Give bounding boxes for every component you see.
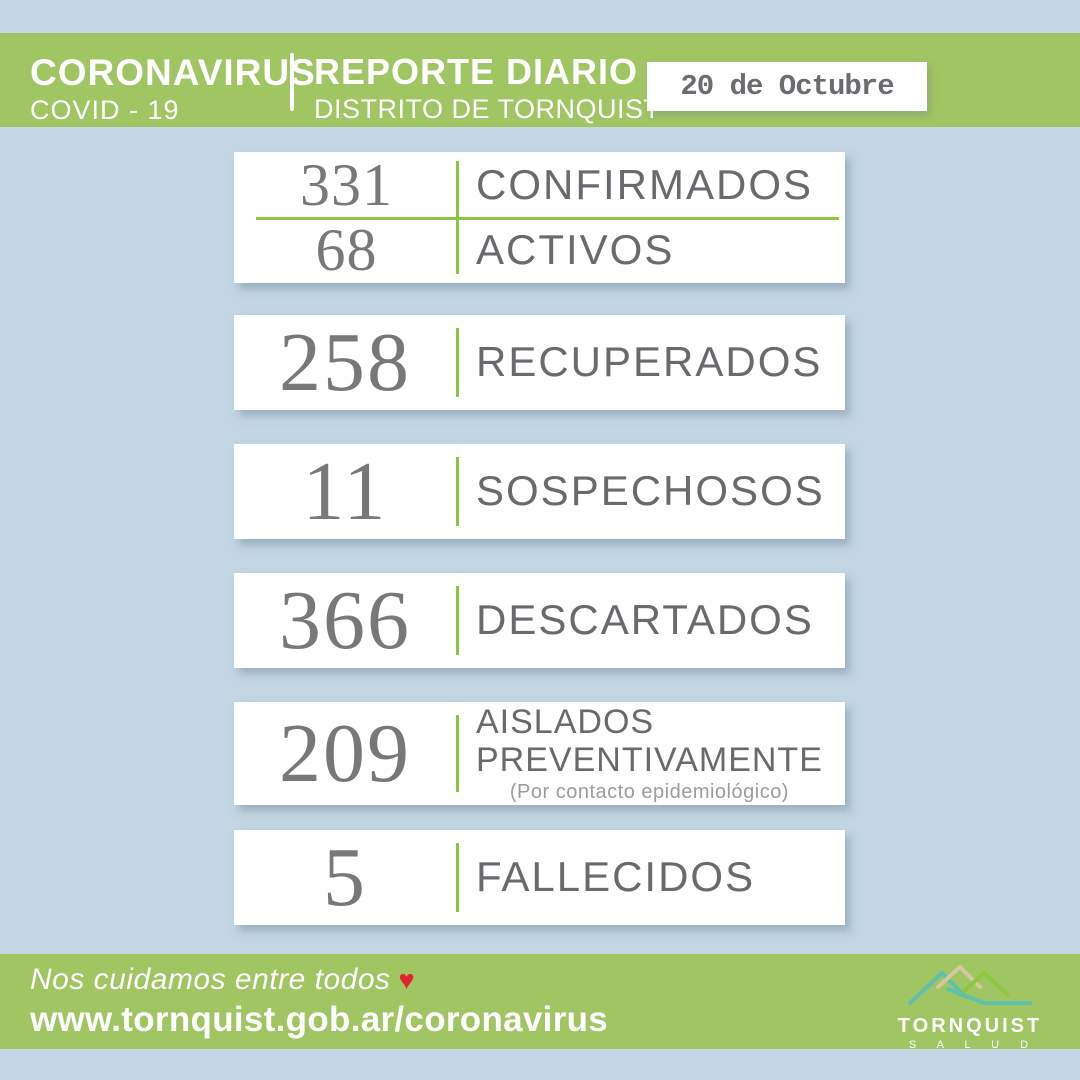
date-badge: 20 de Octubre bbox=[647, 62, 927, 111]
green-vertical-divider bbox=[456, 586, 459, 655]
footer-text-block: Nos cuidamos entre todos ♥ www.tornquist.… bbox=[30, 965, 609, 1039]
confirmados-label: CONFIRMADOS bbox=[476, 160, 813, 208]
date-text: 20 de Octubre bbox=[680, 70, 894, 103]
header-divider bbox=[290, 53, 294, 111]
confirmados-activos-grid: 331 CONFIRMADOS 68 ACTIVOS bbox=[234, 152, 845, 283]
heart-icon: ♥ bbox=[398, 965, 416, 995]
green-vertical-divider bbox=[456, 843, 459, 912]
website-url: www.tornquist.gob.ar/coronavirus bbox=[30, 1000, 609, 1039]
recuperados-value: 258 bbox=[279, 315, 411, 409]
activos-value: 68 bbox=[315, 217, 378, 284]
card-aislados: 209 AISLADOS PREVENTIVAMENTE (Por contac… bbox=[234, 702, 845, 805]
brand-subtitle: COVID - 19 bbox=[30, 95, 180, 125]
green-vertical-divider bbox=[456, 161, 459, 274]
aislados-note: (Por contacto epidemiológico) bbox=[509, 781, 789, 803]
report-title: REPORTE DIARIO bbox=[314, 51, 639, 92]
card-fallecidos: 5 FALLECIDOS bbox=[234, 830, 845, 925]
header-bar: CORONAVIRUS COVID - 19 REPORTE DIARIO DI… bbox=[0, 33, 1080, 127]
confirmados-value: 331 bbox=[300, 151, 393, 218]
aislados-value: 209 bbox=[279, 706, 411, 800]
footer-bar: Nos cuidamos entre todos ♥ www.tornquist.… bbox=[0, 954, 1080, 1051]
activos-label: ACTIVOS bbox=[476, 226, 675, 274]
tornquist-salud-logo: TORNQUIST S A L U D bbox=[896, 959, 1044, 1051]
green-vertical-divider bbox=[456, 457, 459, 526]
logo-title: TORNQUIST bbox=[897, 1015, 1043, 1037]
green-vertical-divider bbox=[456, 715, 459, 792]
fallecidos-label: FALLECIDOS bbox=[476, 853, 756, 901]
aislados-label-line1: AISLADOS bbox=[476, 703, 655, 741]
fallecidos-value: 5 bbox=[323, 830, 367, 924]
aislados-label-block: AISLADOS PREVENTIVAMENTE (Por contacto e… bbox=[459, 705, 823, 802]
brand-title: CORONAVIRUS bbox=[30, 52, 316, 93]
brand-block: CORONAVIRUS COVID - 19 bbox=[30, 54, 316, 124]
slogan: Nos cuidamos entre todos ♥ bbox=[30, 965, 608, 995]
green-vertical-divider bbox=[456, 328, 459, 397]
card-sospechosos: 11 SOSPECHOSOS bbox=[234, 444, 845, 539]
report-title-block: REPORTE DIARIO DISTRITO DE TORNQUIST bbox=[314, 54, 661, 123]
aislados-label-line2: PREVENTIVAMENTE bbox=[476, 741, 823, 779]
card-recuperados: 258 RECUPERADOS bbox=[234, 315, 845, 410]
sospechosos-label: SOSPECHOSOS bbox=[476, 467, 825, 515]
mountains-icon bbox=[908, 965, 1032, 1005]
card-descartados: 366 DESCARTADOS bbox=[234, 573, 845, 668]
recuperados-label: RECUPERADOS bbox=[476, 338, 823, 386]
card-confirmados-activos: 331 CONFIRMADOS 68 ACTIVOS bbox=[234, 152, 845, 283]
slogan-text: Nos cuidamos entre todos bbox=[30, 963, 391, 996]
logo-subtitle: S A L U D bbox=[908, 1039, 1038, 1051]
sospechosos-value: 11 bbox=[302, 444, 388, 538]
report-subtitle: DISTRITO DE TORNQUIST bbox=[314, 94, 661, 124]
descartados-label: DESCARTADOS bbox=[476, 596, 814, 644]
green-horizontal-divider bbox=[256, 217, 839, 220]
descartados-value: 366 bbox=[279, 573, 411, 667]
